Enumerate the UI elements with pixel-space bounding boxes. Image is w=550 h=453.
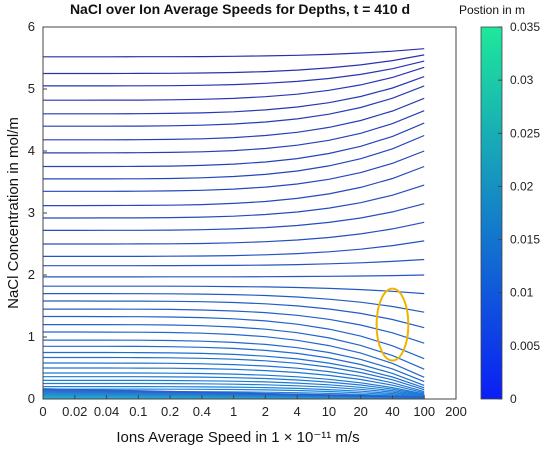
x-tick-label: 100 [413, 404, 435, 419]
series-line [43, 184, 425, 219]
series-line [43, 382, 425, 397]
colorbar-tick-label: 0.035 [510, 20, 540, 34]
series-line [43, 339, 425, 383]
series-line [43, 379, 425, 396]
x-tick-label: 0.02 [62, 404, 87, 419]
y-tick-label: 1 [28, 329, 35, 344]
colorbar [480, 26, 503, 400]
x-tick-label: 0.1 [129, 404, 147, 419]
x-tick-label: 200 [445, 404, 467, 419]
series-line [43, 48, 425, 58]
series-line [43, 150, 425, 192]
series-line [43, 122, 425, 168]
colorbar-tick-label: 0.03 [510, 73, 534, 87]
series-line [43, 110, 425, 154]
series-line [43, 362, 425, 393]
series-line [43, 331, 425, 378]
series-line [43, 293, 425, 313]
colorbar-tick-label: 0.025 [510, 126, 540, 140]
x-tick-label: 2 [262, 404, 269, 419]
series-line [43, 315, 425, 360]
colorbar-tick-label: 0.015 [510, 233, 540, 247]
x-tick-label: 0.04 [94, 404, 119, 419]
series-line [43, 356, 425, 391]
chart-title: NaCl over Ion Average Speeds for Depths,… [70, 1, 410, 17]
annotation-ellipse [375, 287, 410, 362]
series-line [43, 324, 425, 370]
y-tick-label: 3 [28, 205, 35, 220]
series-line [43, 372, 425, 395]
colorbar-tick-label: 0.02 [510, 179, 534, 193]
series-line [43, 76, 425, 115]
y-tick-label: 2 [28, 267, 35, 282]
y-tick-label: 4 [28, 143, 35, 158]
x-tick-label: 1 [230, 404, 237, 419]
series-line [43, 300, 425, 329]
y-tick-label: 5 [28, 81, 35, 96]
series-line [43, 97, 425, 141]
colorbar-tick-label: 0 [510, 392, 517, 406]
x-tick-label: 20 [353, 404, 367, 419]
x-tick-label: 40 [385, 404, 399, 419]
series-line [43, 345, 425, 386]
series-line [43, 203, 425, 231]
colorbar-tick-label: 0.005 [510, 339, 540, 353]
series-line [43, 165, 425, 207]
x-axis-ticks: 0 0.02 0.04 0.1 0.2 0.4 1 2 4 10 20 40 100 200 [39, 395, 467, 419]
series-line [43, 274, 425, 278]
x-tick-label: 0 [39, 404, 46, 419]
series-line [43, 134, 425, 180]
y-axis-label: NaCl Concentration in mol/m [5, 117, 22, 309]
y-tick-label: 0 [28, 391, 35, 406]
series-line [43, 240, 425, 257]
series-line [43, 388, 425, 398]
series-line [43, 285, 425, 295]
colorbar-label: Postion in m [459, 3, 525, 17]
y-axis-ticks: 0 1 2 3 4 5 6 [28, 19, 47, 406]
series-line [43, 85, 425, 127]
y-tick-label: 6 [28, 19, 35, 34]
x-axis-label: Ions Average Speed in 1 × 10⁻¹¹ m/s [116, 429, 359, 446]
series-line [43, 376, 425, 396]
series-line [43, 351, 425, 389]
x-tick-label: 4 [294, 404, 301, 419]
x-tick-label: 0.2 [161, 404, 179, 419]
series-line [43, 221, 425, 245]
series-line [43, 308, 425, 344]
series-line [43, 66, 425, 101]
series-line [43, 54, 425, 75]
colorbar-tick-label: 0.01 [510, 286, 534, 300]
colorbar-ticks: 0 0.005 0.01 0.015 0.02 0.025 0.03 0.035 [498, 20, 540, 406]
series-line [43, 386, 425, 398]
x-tick-label: 0.4 [193, 404, 211, 419]
series-line [43, 258, 425, 267]
series-line [43, 367, 425, 394]
plot-lines [42, 48, 425, 400]
x-tick-label: 10 [322, 404, 336, 419]
series-line [43, 60, 425, 87]
